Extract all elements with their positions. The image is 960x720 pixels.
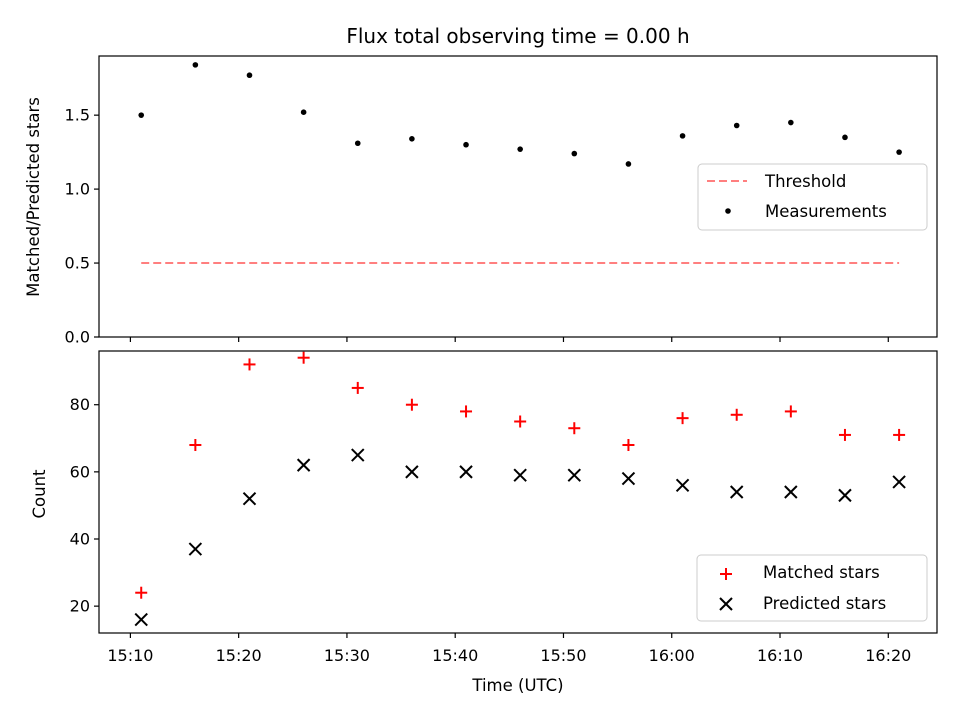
measurement-point	[517, 146, 523, 152]
ratio-y-axis-label: Matched/Predicted stars	[24, 97, 43, 297]
predicted-stars-point	[296, 458, 311, 472]
matched-stars-point	[460, 405, 473, 418]
measurement-point	[463, 141, 469, 148]
matched-stars-point	[189, 439, 202, 451]
predicted-stars-point	[405, 465, 419, 479]
measurement-point	[354, 140, 361, 147]
measurement-point	[192, 62, 199, 68]
count-y-tick-label: 40	[70, 530, 90, 549]
threshold-legend-label: Threshold	[764, 172, 846, 191]
matched-stars-point	[135, 586, 148, 599]
ratio-legend-box	[697, 163, 928, 231]
measurement-point	[246, 72, 253, 79]
count-y-tick-label: 60	[70, 462, 90, 481]
count-plot-area: 20 40 60 80 15:10 15:20 15:30 15:40 15:50 16:00 16…	[70, 351, 911, 665]
measurement-point	[571, 150, 578, 157]
ratio-plot-area: 0.0 0.5 1.0 1.5	[65, 62, 902, 347]
matched-stars-point	[730, 408, 743, 421]
count-axes-frame	[98, 350, 938, 634]
x-tick-label: 15:20	[216, 646, 262, 665]
matched-stars-point	[838, 428, 851, 441]
measurements-legend-marker	[725, 208, 731, 214]
ratio-y-tick-label: 0.0	[65, 328, 90, 347]
measurement-point	[625, 161, 632, 167]
ratio-y-tick-label: 1.0	[65, 180, 90, 199]
matched-stars-point	[243, 358, 256, 371]
measurement-point	[896, 149, 902, 155]
matched-stars-point	[622, 439, 635, 451]
x-axis-label: Time (UTC)	[471, 676, 563, 695]
measurement-point	[409, 136, 415, 142]
predicted-stars-point	[513, 468, 527, 482]
predicted-stars-point	[242, 492, 257, 506]
x-tick-label: 15:10	[107, 646, 153, 665]
predicted-stars-point	[729, 485, 744, 499]
measurement-point	[842, 134, 848, 141]
count-y-tick-label: 20	[70, 597, 90, 616]
measurement-point	[300, 109, 307, 115]
ratio-legend: Threshold Measurements	[697, 163, 928, 231]
matched-stars-point	[405, 398, 418, 411]
x-tick-label: 16:00	[649, 646, 695, 665]
predicted-stars-point	[892, 475, 906, 489]
ratio-y-tick-label: 1.5	[65, 106, 90, 125]
predicted-stars-point	[351, 448, 365, 462]
predicted-stars-point	[567, 468, 582, 482]
count-y-tick-label: 80	[70, 395, 90, 414]
predicted-stars-point	[784, 485, 798, 499]
measurement-point	[138, 112, 145, 118]
x-tick-label: 16:20	[865, 646, 911, 665]
matched-stars-point	[297, 351, 310, 364]
x-tick-label: 15:50	[540, 646, 586, 665]
x-tick-label: 16:10	[757, 646, 803, 665]
measurement-point	[788, 119, 794, 126]
measurement-point	[733, 122, 740, 129]
count-legend: Matched stars Predicted stars	[696, 554, 928, 622]
matched-stars-point	[676, 412, 689, 425]
predicted-stars-point	[188, 542, 203, 556]
predicted-stars-point	[838, 488, 852, 503]
matched-stars-point	[568, 422, 581, 435]
matched-stars-legend-marker	[720, 568, 732, 580]
ratio-chart: Flux total observing time = 0.00 h 0.00.…	[24, 24, 938, 347]
matched-stars-point	[514, 415, 527, 428]
measurements-legend-label: Measurements	[765, 202, 887, 221]
x-tick-label: 15:40	[432, 646, 478, 665]
ratio-axes-frame	[98, 55, 938, 338]
matched-stars-point	[351, 381, 364, 394]
predicted-stars-point	[134, 612, 148, 627]
predicted-stars-point	[459, 465, 473, 479]
x-tick-label: 15:30	[324, 646, 370, 665]
count-y-axis-label: Count	[30, 469, 49, 519]
count-chart: 20 40 60 80 15:10 15:20 15:30 15:40 15:50 16:00 16…	[30, 350, 938, 695]
predicted-stars-legend-marker	[719, 597, 733, 611]
predicted-stars-legend-label: Predicted stars	[763, 594, 886, 613]
chart-title: Flux total observing time = 0.00 h	[346, 24, 689, 48]
count-legend-box	[696, 554, 928, 622]
ratio-y-tick-label: 0.5	[65, 254, 90, 273]
measurement-point	[679, 133, 686, 139]
predicted-stars-point	[621, 471, 636, 486]
matched-stars-legend-label: Matched stars	[763, 563, 880, 582]
predicted-stars-point	[675, 478, 690, 492]
matched-stars-point	[784, 405, 797, 418]
matched-stars-point	[893, 428, 906, 441]
